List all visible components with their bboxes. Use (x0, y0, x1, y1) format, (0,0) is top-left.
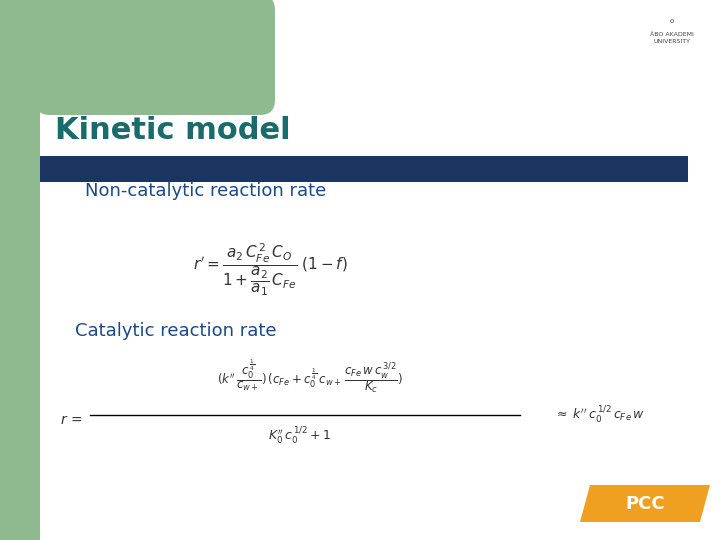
Text: $r' = \dfrac{a_2\, C_{Fe}^{\,2}\, C_{O}}{1 + \dfrac{a_2}{a_1}\, C_{Fe}}\;(1 - f): $r' = \dfrac{a_2\, C_{Fe}^{\,2}\, C_{O}}… (192, 242, 348, 298)
Text: o: o (670, 18, 674, 24)
Text: Kinetic model: Kinetic model (55, 116, 291, 145)
Bar (0, 0, 40, 540)
Bar (40, 156, 688, 182)
Text: $(k''\,\dfrac{c_0^{\,\frac{1}{4}}}{c_{w+}})\,(c_{Fe} + c_0^{\,\frac{1}{4}}\,c_{w: $(k''\,\dfrac{c_0^{\,\frac{1}{4}}}{c_{w+… (217, 357, 403, 395)
Text: $\approx\; k''\, c_0^{\,1/2}\, c_{Fe}\,w$: $\approx\; k''\, c_0^{\,1/2}\, c_{Fe}\,w… (554, 404, 646, 426)
FancyBboxPatch shape (35, 0, 275, 115)
Text: $K_0''\,c_0^{\,1/2} + 1$: $K_0''\,c_0^{\,1/2} + 1$ (269, 425, 332, 446)
Text: ÅBO AKADEMI
UNIVERSITY: ÅBO AKADEMI UNIVERSITY (650, 32, 694, 44)
Text: Catalytic reaction rate: Catalytic reaction rate (75, 322, 276, 340)
Polygon shape (580, 485, 710, 522)
Text: $r\, =$: $r\, =$ (60, 413, 83, 427)
Text: PCC: PCC (625, 495, 665, 513)
Text: Non-catalytic reaction rate: Non-catalytic reaction rate (85, 182, 326, 200)
